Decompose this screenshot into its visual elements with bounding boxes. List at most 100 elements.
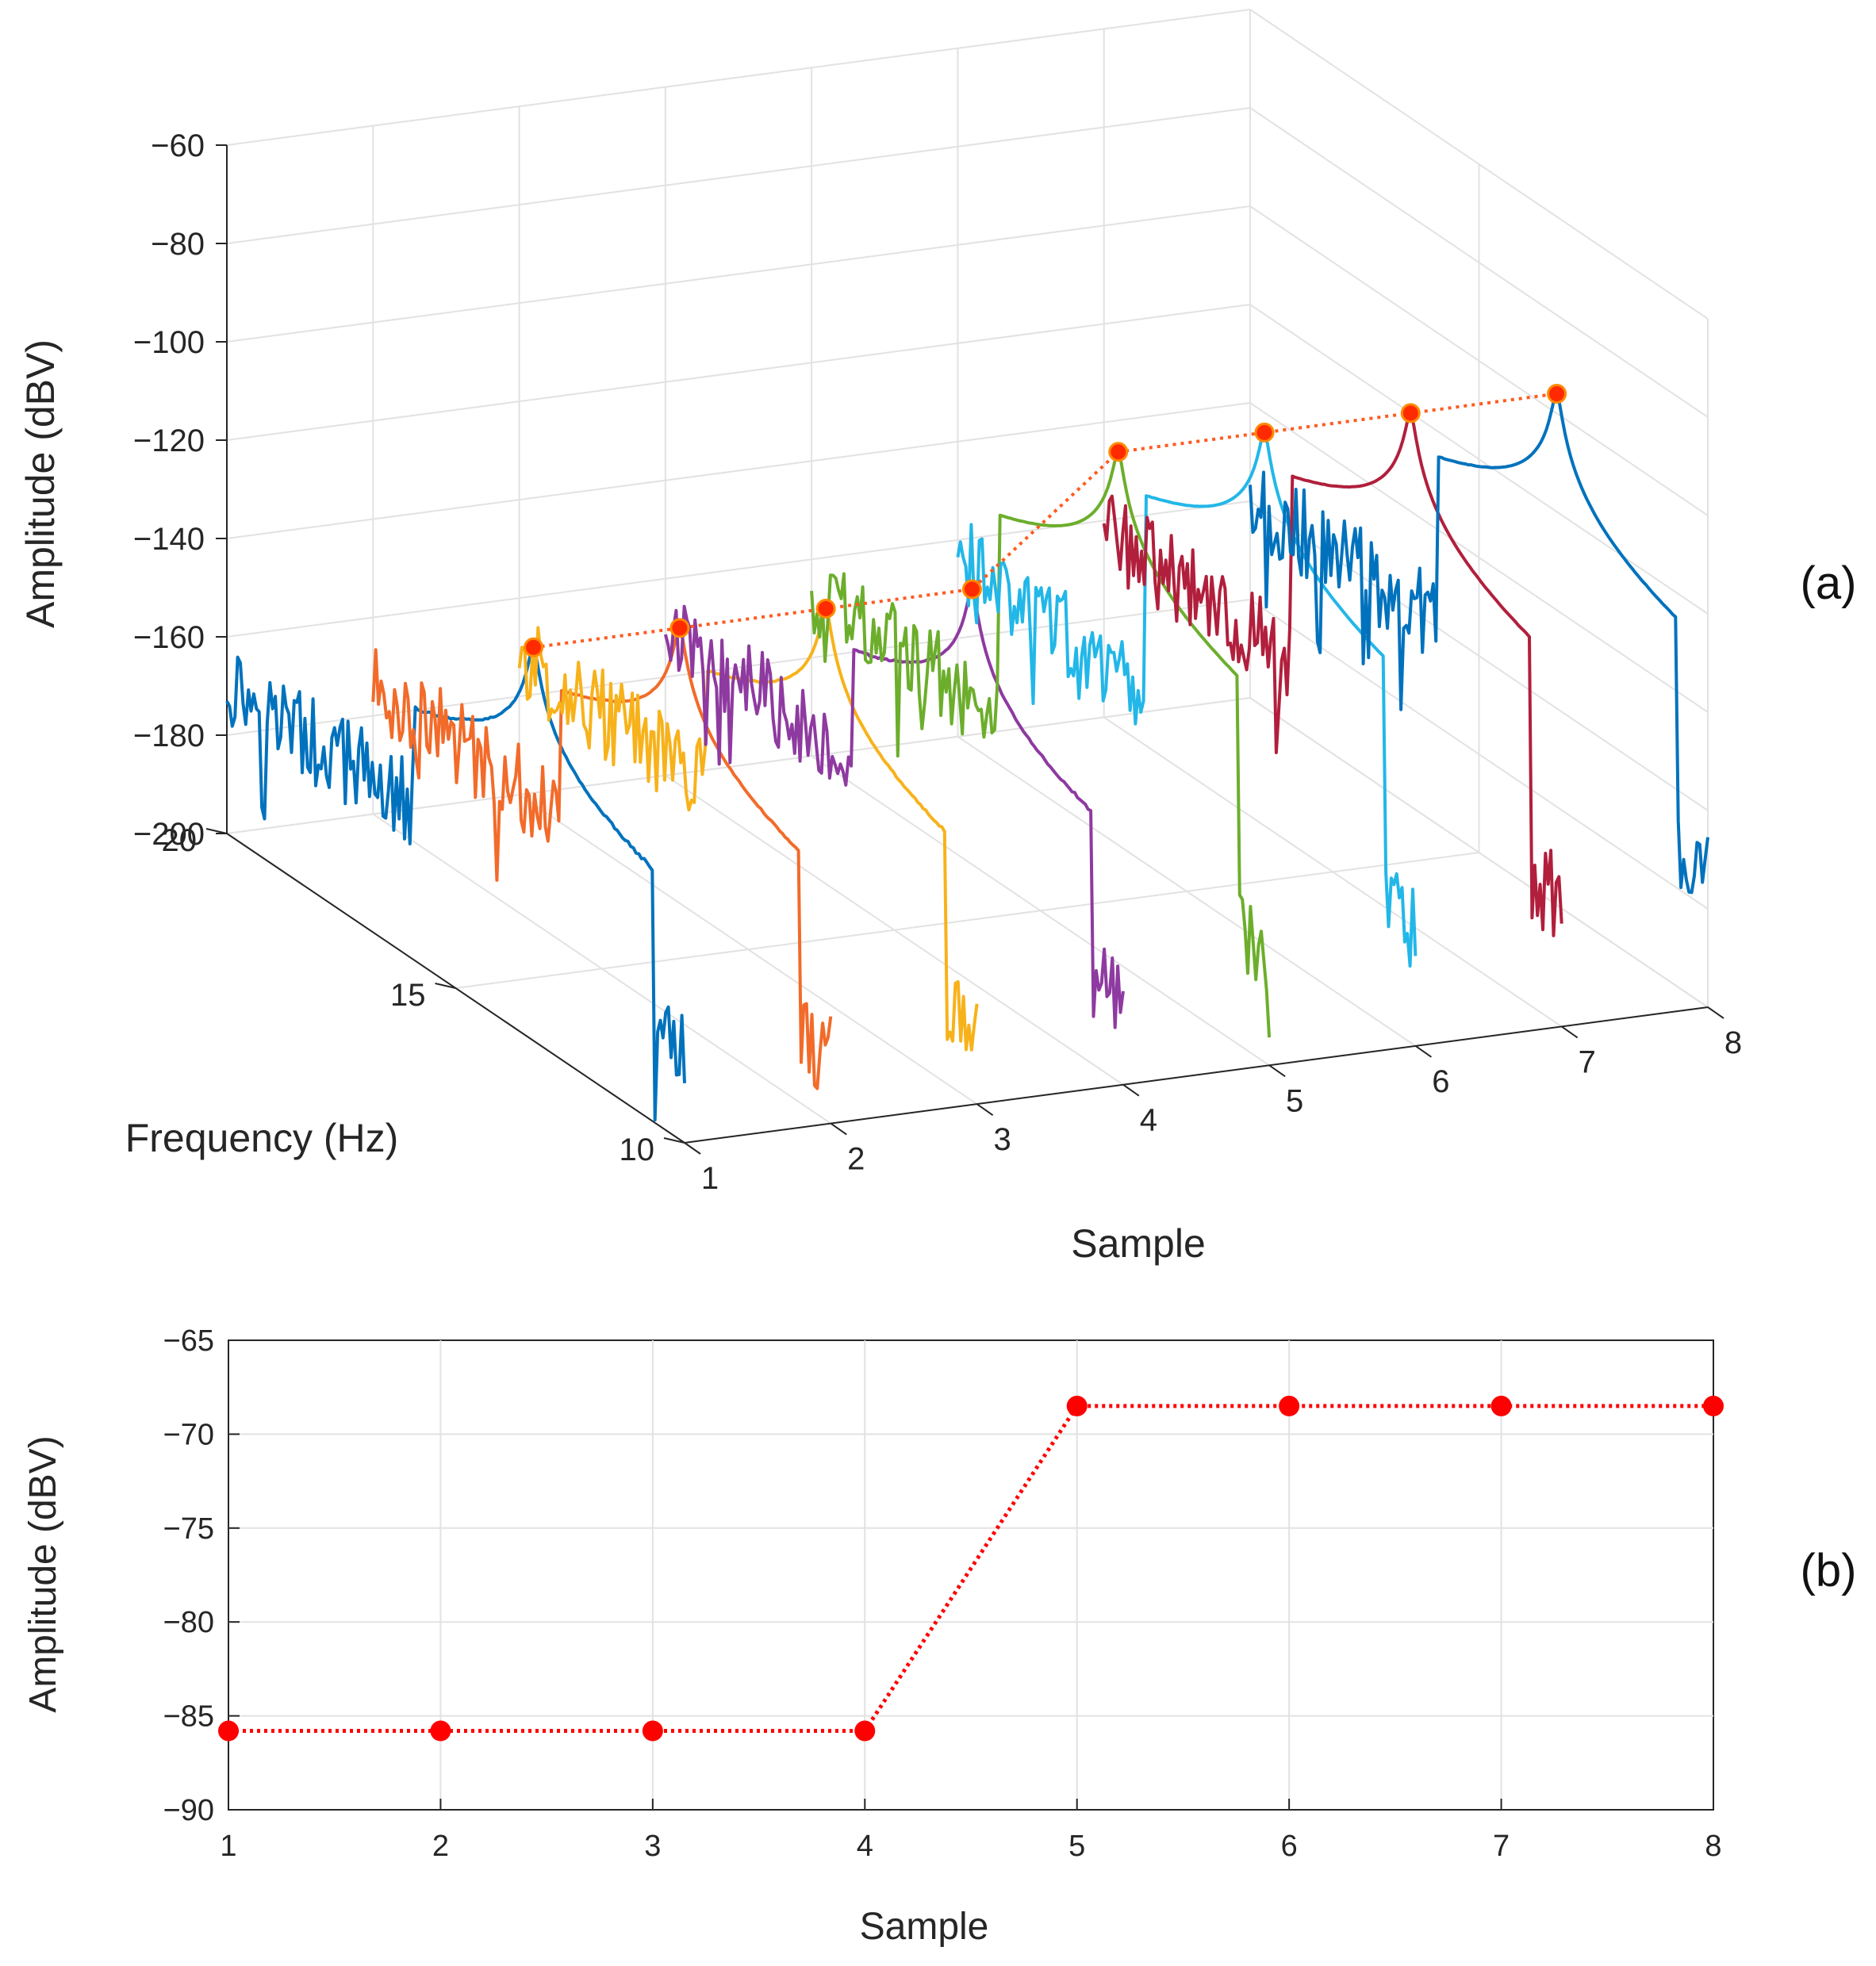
sample-tick-label: 6 bbox=[1432, 1064, 1449, 1099]
panel-b-x-tick-label: 6 bbox=[1281, 1830, 1298, 1863]
panel-b-y-tick-label: −70 bbox=[163, 1418, 214, 1451]
z-tick-label: −60 bbox=[151, 128, 205, 163]
panel-b-y-tick-label: −85 bbox=[163, 1700, 214, 1734]
z-tick-label: −180 bbox=[133, 719, 205, 753]
panel-b-x-tick-label: 4 bbox=[857, 1830, 873, 1863]
grid-side-wall-z-line bbox=[1249, 9, 1709, 320]
spectrum-line-sample-1 bbox=[225, 646, 686, 1122]
panel-b-point-sample-5 bbox=[1066, 1395, 1088, 1416]
frequency-tick-mark bbox=[205, 828, 228, 834]
panel-a-tick-labels: −200 −180 −160 −140 −120 −100 −80 −60 10 15 20 1 2 3 4… bbox=[133, 128, 1742, 1196]
panel-a-3d-waterfall: −200 −180 −160 −140 −120 −100 −80 −60 10 15 20 1 2 3 4… bbox=[18, 9, 1857, 1266]
panel-a-ylabel: Frequency (Hz) bbox=[125, 1116, 399, 1160]
peak-marker-sample-5 bbox=[1108, 442, 1129, 462]
z-tick-label: −100 bbox=[133, 325, 205, 360]
frequency-tick-label: 15 bbox=[390, 978, 426, 1013]
spectrum-line-sample-5 bbox=[810, 450, 1272, 1038]
sample-tick-mark bbox=[830, 1122, 847, 1136]
panel-b-y-tick-label: −90 bbox=[163, 1794, 214, 1827]
panel-b-2d-chart: 1 2 3 4 5 6 7 8 −90 −85 −80 −75 −70 −65 Amplitude (dB… bbox=[22, 1324, 1856, 1948]
panel-b-xlabel: Sample bbox=[860, 1906, 989, 1948]
panel-b-x-tick-label: 1 bbox=[220, 1830, 236, 1863]
sample-tick-label: 7 bbox=[1579, 1044, 1596, 1079]
sample-tick-label: 4 bbox=[1140, 1103, 1157, 1138]
panel-b-label: (b) bbox=[1801, 1545, 1857, 1596]
grid-back-wall-z-line bbox=[226, 107, 1251, 244]
panel-b-x-tick-label: 7 bbox=[1493, 1830, 1510, 1863]
grid-back-wall-z-line bbox=[226, 9, 1251, 146]
grid-side-wall-z-line bbox=[1249, 107, 1709, 418]
panel-a-axes bbox=[205, 144, 1724, 1155]
grid-side-wall-z-line bbox=[1249, 304, 1709, 615]
grid-side-wall-z-line bbox=[1249, 599, 1709, 910]
peak-marker-sample-1 bbox=[524, 637, 544, 657]
panel-b-y-tick-label: −65 bbox=[163, 1324, 214, 1358]
panel-b-x-tick-label: 8 bbox=[1705, 1830, 1721, 1863]
z-tick-label: −200 bbox=[133, 817, 205, 852]
panel-a-label: (a) bbox=[1801, 558, 1857, 609]
frequency-tick-label: 20 bbox=[162, 823, 198, 858]
spectrum-line-sample-4 bbox=[663, 588, 1125, 1029]
panel-b-x-tick-label: 2 bbox=[432, 1830, 449, 1863]
panel-a-zlabel: Amplitude (dBV) bbox=[18, 339, 63, 628]
panel-b-point-sample-3 bbox=[642, 1720, 663, 1742]
panel-a-spectra bbox=[225, 392, 1709, 1122]
peak-trace-line bbox=[533, 392, 1557, 650]
z-tick-label: −120 bbox=[133, 423, 205, 458]
sample-tick-label: 2 bbox=[847, 1142, 865, 1177]
panel-b-x-tick-label: 3 bbox=[644, 1830, 661, 1863]
sample-tick-mark bbox=[1122, 1083, 1140, 1097]
frequency-tick-mark bbox=[663, 1137, 685, 1144]
sample-tick-mark bbox=[1561, 1025, 1579, 1039]
sample-tick-mark bbox=[1414, 1045, 1433, 1058]
spectrum-line-sample-7 bbox=[1102, 412, 1563, 937]
peak-marker-sample-8 bbox=[1547, 384, 1567, 404]
sample-tick-label: 5 bbox=[1286, 1083, 1303, 1118]
panel-a-grid bbox=[226, 9, 1709, 1144]
sample-tick-mark bbox=[976, 1103, 994, 1116]
sample-tick-label: 3 bbox=[993, 1122, 1011, 1157]
peak-marker-sample-7 bbox=[1400, 403, 1421, 423]
panel-b-x-tick-label: 5 bbox=[1068, 1830, 1085, 1863]
grid-back-wall-z-line bbox=[226, 402, 1251, 539]
grid-floor-freq-line bbox=[455, 852, 1479, 989]
panel-a-peak-trace bbox=[524, 384, 1567, 657]
z-tick-label: −140 bbox=[133, 522, 205, 557]
sample-axis-line bbox=[684, 1006, 1709, 1144]
panel-b-plot-area bbox=[228, 1339, 1714, 1811]
panel-b-point-sample-2 bbox=[430, 1720, 451, 1742]
panel-a-xlabel: Sample bbox=[1071, 1221, 1206, 1266]
z-tick-label: −80 bbox=[151, 227, 205, 262]
grid-back-wall-z-line bbox=[226, 304, 1251, 441]
peak-marker-sample-3 bbox=[815, 598, 836, 619]
sample-tick-mark bbox=[1268, 1064, 1286, 1078]
panel-b-y-tick-label: −80 bbox=[163, 1606, 214, 1639]
panel-b-ylabel: Amplitude (dBV) bbox=[22, 1435, 64, 1712]
spectrum-line-sample-6 bbox=[956, 431, 1418, 968]
panel-b-point-sample-7 bbox=[1490, 1395, 1512, 1416]
sample-tick-mark bbox=[684, 1142, 701, 1155]
sample-tick-mark bbox=[1707, 1006, 1724, 1019]
sample-tick-label: 8 bbox=[1724, 1025, 1742, 1060]
panel-b-point-sample-8 bbox=[1703, 1395, 1724, 1416]
grid-side-wall-z-line bbox=[1249, 402, 1709, 713]
panel-b-y-tick-label: −75 bbox=[163, 1512, 214, 1546]
frequency-tick-mark bbox=[435, 983, 456, 989]
grid-back-wall-z-line bbox=[226, 500, 1251, 638]
peak-marker-sample-6 bbox=[1254, 422, 1275, 443]
peak-marker-sample-4 bbox=[961, 579, 982, 600]
peak-marker-sample-2 bbox=[669, 618, 690, 638]
spectrum-line-sample-8 bbox=[1249, 392, 1709, 895]
panel-b-point-sample-4 bbox=[854, 1720, 876, 1742]
frequency-tick-label: 10 bbox=[620, 1132, 655, 1167]
panel-b-series bbox=[218, 1395, 1724, 1742]
z-tick-label: −160 bbox=[133, 620, 205, 655]
sample-tick-label: 1 bbox=[701, 1161, 719, 1196]
panel-b-amplitude-line bbox=[228, 1404, 1713, 1733]
panel-b-tick-labels: 1 2 3 4 5 6 7 8 −90 −85 −80 −75 −70 −65 bbox=[163, 1324, 1722, 1863]
grid-side-wall-z-line bbox=[1249, 205, 1709, 516]
panel-b-point-sample-6 bbox=[1279, 1395, 1300, 1416]
grid-back-wall-z-line bbox=[226, 205, 1251, 343]
panel-b-point-sample-1 bbox=[218, 1720, 239, 1742]
